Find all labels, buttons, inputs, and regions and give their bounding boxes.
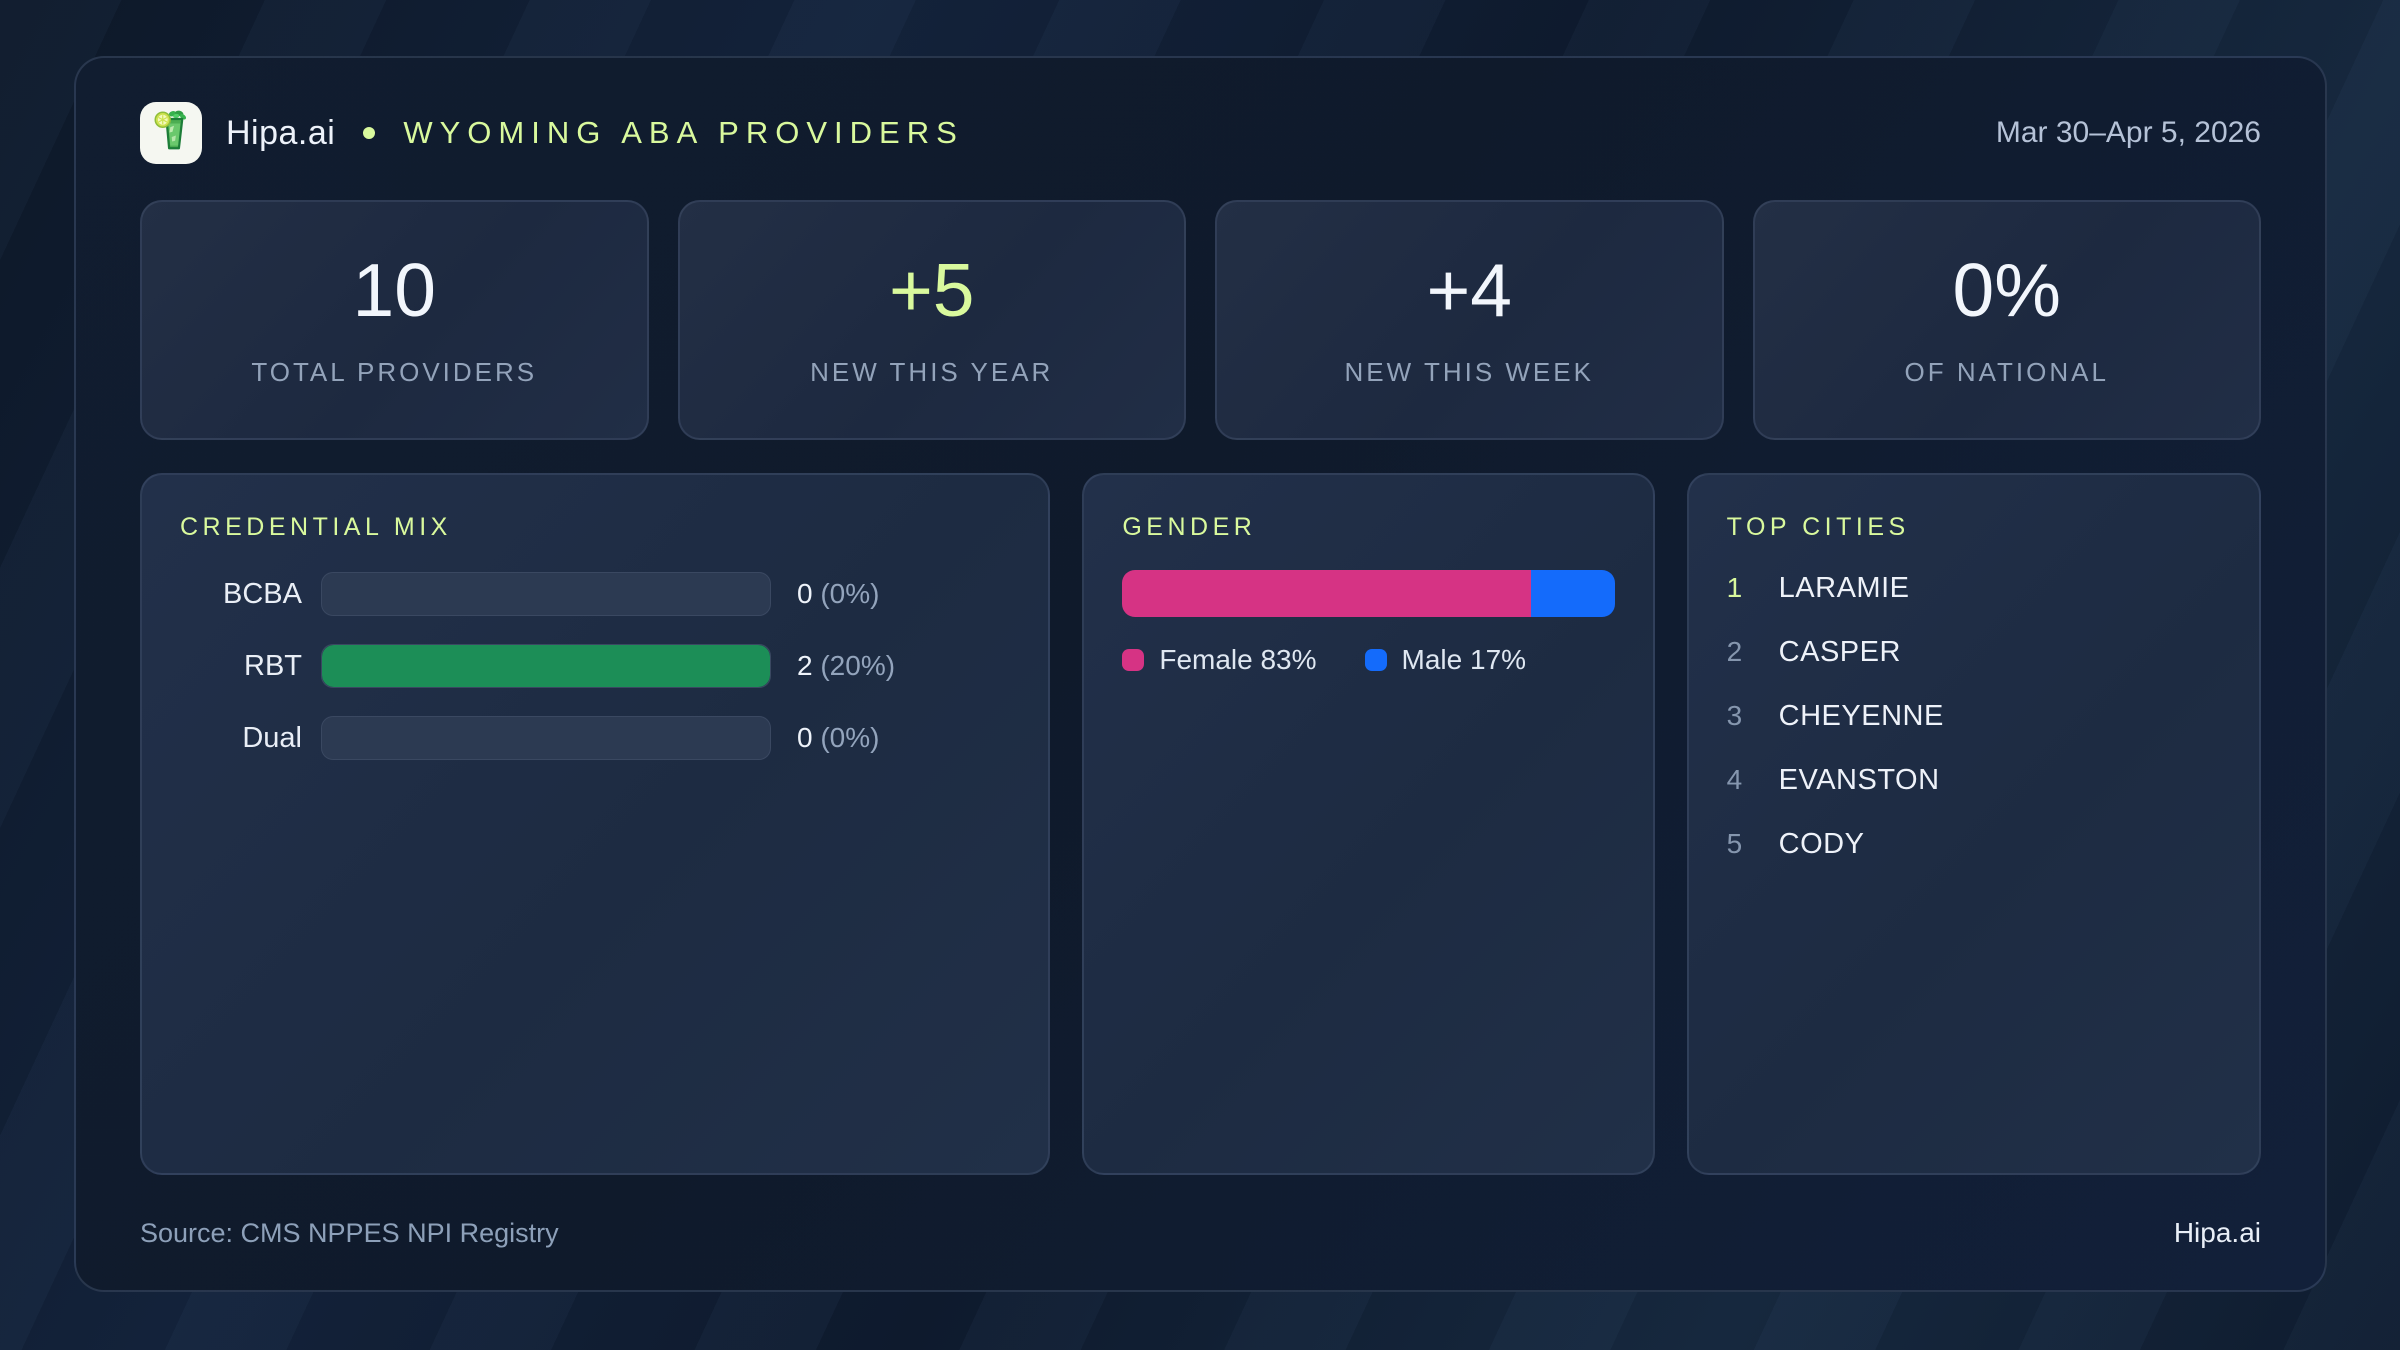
city-rank: 4 (1726, 764, 1743, 795)
legend-item-female: Female 83% (1122, 644, 1317, 676)
female-bar-segment (1122, 570, 1531, 617)
gender-legend: Female 83% Male 17% (1122, 644, 1614, 676)
credential-mix-panel: CREDENTIAL MIX BCBA 0 (0%) RBT (140, 473, 1051, 1175)
bar-value: 2 (20%) (797, 650, 895, 682)
legend-label: Male 17% (1401, 644, 1527, 675)
stat-card-new-this-year: +5 NEW THIS YEAR (677, 200, 1186, 440)
city-rank: 3 (1726, 700, 1743, 731)
bar-percent: (0%) (820, 722, 880, 753)
stat-value: 10 (352, 247, 436, 332)
top-cities-panel: TOP CITIES 1 LARAMIE 2 CASPER 3 CHEYENNE… (1686, 473, 2261, 1175)
stat-value: +4 (1426, 247, 1512, 332)
list-item: 4 EVANSTON (1727, 762, 2221, 798)
bar-count: 0 (797, 578, 813, 609)
header: Hipa.ai WYOMING ABA PROVIDERS Mar 30–Apr… (140, 102, 2261, 164)
bar-percent: (20%) (820, 650, 896, 681)
footer-brand: Hipa.ai (2173, 1217, 2261, 1248)
panel-title: GENDER (1122, 513, 1257, 541)
bar-track (321, 572, 771, 616)
city-rank: 2 (1726, 636, 1743, 667)
gender-panel: GENDER Female 83% Male 17% (1082, 473, 1655, 1175)
credential-row-dual: Dual 0 (0%) (180, 716, 1010, 760)
bar-label: BCBA (223, 577, 302, 610)
gender-stacked-bar (1122, 570, 1615, 617)
list-item: 2 CASPER (1727, 634, 2221, 670)
panel-title: CREDENTIAL MIX (180, 513, 452, 541)
bar-track (321, 644, 771, 688)
bar-label: Dual (242, 721, 302, 754)
source-attribution: Source: CMS NPPES NPI Registry (140, 1217, 559, 1248)
separator-dot-icon (363, 127, 376, 139)
bar-percent: (0%) (820, 578, 880, 609)
bar-count: 0 (797, 722, 813, 753)
legend-label: Female 83% (1159, 644, 1317, 675)
panels-row: CREDENTIAL MIX BCBA 0 (0%) RBT (140, 473, 2261, 1175)
list-item: 1 LARAMIE (1727, 570, 2221, 606)
stat-label: OF NATIONAL (1904, 356, 2109, 387)
date-range: Mar 30–Apr 5, 2026 (1995, 116, 2261, 149)
female-swatch-icon (1122, 649, 1145, 671)
stat-value: +5 (888, 247, 975, 332)
male-bar-segment (1530, 570, 1615, 617)
bar-count: 2 (797, 650, 813, 681)
stat-value: 0% (1952, 247, 2061, 332)
bar-fill (322, 645, 770, 687)
dashboard-card: Hipa.ai WYOMING ABA PROVIDERS Mar 30–Apr… (74, 56, 2327, 1292)
bar-value: 0 (0%) (797, 578, 879, 610)
bar-label: RBT (244, 649, 302, 682)
stat-card-of-national: 0% OF NATIONAL (1752, 200, 2261, 440)
brand-name: Hipa.ai (226, 113, 336, 152)
stat-card-total-providers: 10 TOTAL PROVIDERS (140, 200, 649, 440)
bar-value: 0 (0%) (797, 722, 879, 754)
credential-row-rbt: RBT 2 (20%) (180, 644, 1010, 688)
page-title: WYOMING ABA PROVIDERS (403, 115, 964, 150)
list-item: 5 CODY (1727, 826, 2221, 862)
panel-title: TOP CITIES (1726, 513, 1910, 541)
city-name: CASPER (1778, 636, 1901, 668)
legend-item-male: Male 17% (1364, 644, 1527, 676)
male-swatch-icon (1364, 649, 1387, 671)
city-list: 1 LARAMIE 2 CASPER 3 CHEYENNE 4 EVANSTON… (1727, 570, 2221, 862)
mojito-drink-icon (147, 107, 195, 160)
stat-card-new-this-week: +4 NEW THIS WEEK (1215, 200, 1724, 440)
list-item: 3 CHEYENNE (1727, 698, 2221, 734)
credential-row-bcba: BCBA 0 (0%) (180, 572, 1010, 616)
stat-label: NEW THIS WEEK (1344, 356, 1594, 387)
city-name: CHEYENNE (1778, 700, 1944, 732)
footer: Source: CMS NPPES NPI Registry Hipa.ai (140, 1217, 2261, 1249)
city-name: CODY (1778, 828, 1865, 860)
city-rank: 1 (1726, 572, 1743, 603)
brand-logo (140, 102, 202, 164)
city-name: LARAMIE (1778, 572, 1910, 604)
stat-label: TOTAL PROVIDERS (251, 356, 538, 387)
stat-cards-row: 10 TOTAL PROVIDERS +5 NEW THIS YEAR +4 N… (140, 200, 2261, 440)
city-name: EVANSTON (1778, 764, 1940, 796)
credential-bars: BCBA 0 (0%) RBT 2 (20 (180, 572, 1010, 760)
bar-track (321, 716, 771, 760)
stat-label: NEW THIS YEAR (810, 356, 1054, 387)
city-rank: 5 (1726, 828, 1743, 859)
